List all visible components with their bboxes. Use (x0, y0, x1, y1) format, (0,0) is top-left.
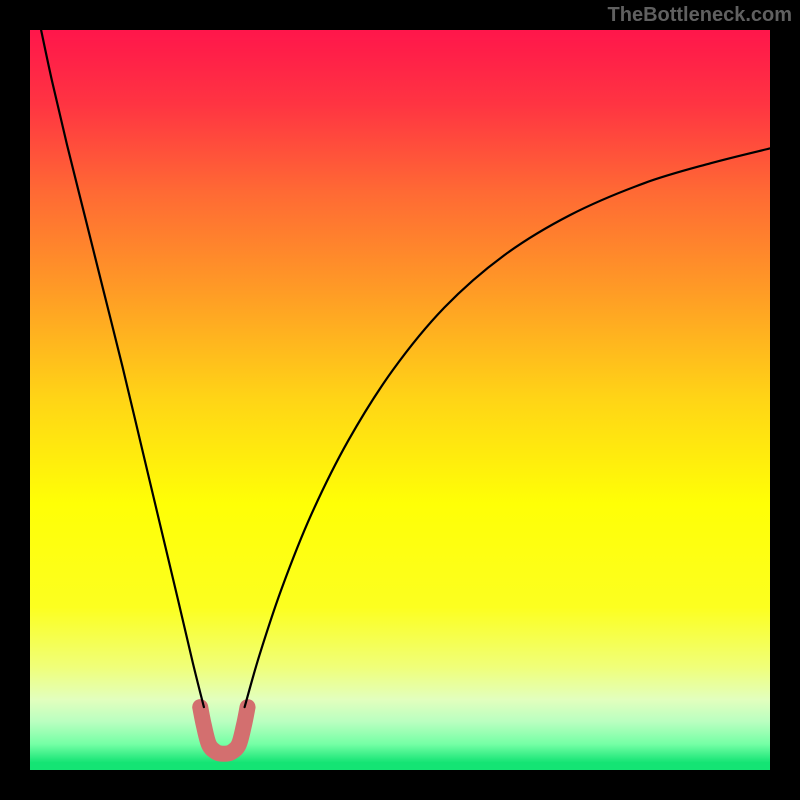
chart-background (30, 30, 770, 770)
watermark-text: TheBottleneck.com (608, 4, 792, 27)
chart-svg (30, 30, 770, 770)
chart-area (30, 30, 770, 770)
